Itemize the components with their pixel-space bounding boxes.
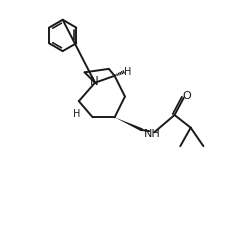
Text: H: H [124, 67, 132, 76]
Text: O: O [182, 91, 191, 100]
Text: H: H [73, 109, 80, 119]
Polygon shape [115, 118, 143, 132]
Text: NH: NH [144, 129, 160, 139]
Text: N: N [89, 75, 98, 88]
